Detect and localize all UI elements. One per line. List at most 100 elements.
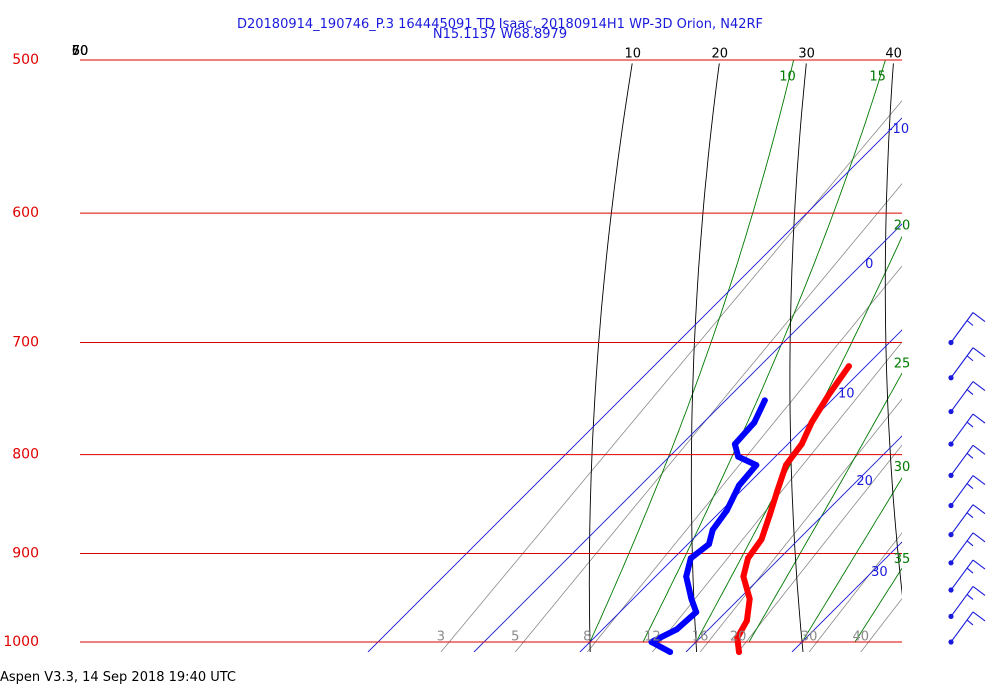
mixing-ratio-label-16: 16 xyxy=(692,630,709,645)
temperature-point-11 xyxy=(743,617,750,624)
mixing-ratio-label-30: 30 xyxy=(801,630,818,645)
dewpoint-point-2 xyxy=(731,441,738,448)
wind-barb-half-flag xyxy=(966,355,974,362)
dewpoint-point-5 xyxy=(736,482,742,489)
temperature-point-6 xyxy=(766,512,773,519)
mixing-ratio-label-5: 5 xyxy=(511,630,519,645)
temperature-profile xyxy=(734,363,852,655)
mixing-ratio-line-30 xyxy=(808,532,902,652)
wind-barb-staff xyxy=(950,532,974,564)
isotherm-0 xyxy=(473,223,902,652)
dewpoint-profile xyxy=(648,397,768,655)
wind-barb-staff xyxy=(950,312,974,343)
mixing-ratio-line-8 xyxy=(586,265,902,652)
wind-barb-dot xyxy=(948,472,954,478)
footer-version: Aspen V3.3, 14 Sep 2018 19:40 UTC xyxy=(0,670,237,685)
dewpoint-point-12 xyxy=(693,609,700,616)
moist-adiabat-10 xyxy=(589,60,795,643)
wind-barb-dot xyxy=(948,532,954,538)
wind-barb-730 xyxy=(948,347,986,381)
temperature-point-1 xyxy=(825,391,832,398)
wind-barb-flag xyxy=(972,381,986,392)
pressure-label-800: 800 xyxy=(12,447,39,463)
wind-barb-half-flag xyxy=(966,483,974,489)
temperature-point-10 xyxy=(746,595,753,602)
wind-barb-flag xyxy=(972,532,986,543)
wind-barb-970 xyxy=(948,585,986,620)
temperature-point-5 xyxy=(774,487,781,494)
isobars xyxy=(80,59,902,643)
chart-title: D20180914_190746_P.3 164445091 TD Isaac,… xyxy=(236,17,764,32)
wind-barb-flag xyxy=(972,312,986,322)
wind-barb-880 xyxy=(948,504,986,538)
isotherm-label--10: -10 xyxy=(888,122,909,137)
dry-adiabat-label-70: 70 xyxy=(72,44,89,59)
moist-adiabat-label-15: 15 xyxy=(869,69,886,84)
pressure-label-500: 500 xyxy=(12,52,39,68)
dewpoint-point-8 xyxy=(706,541,712,548)
pressure-label-900: 900 xyxy=(12,546,39,562)
mixing-ratio-line-16 xyxy=(699,398,902,652)
moist-adiabat-25 xyxy=(748,372,902,643)
wind-barb-flag xyxy=(972,347,986,358)
dry-adiabat-40 xyxy=(884,63,902,596)
wind-barb-dot xyxy=(948,639,954,645)
wind-barb-1000 xyxy=(948,611,986,645)
mixing-ratio-line-3 xyxy=(440,100,902,652)
wind-barb-staff xyxy=(950,445,974,476)
mixing-ratio-lines xyxy=(440,100,902,652)
dry-adiabat-label-50: 50 xyxy=(72,44,89,59)
wind-barb-760 xyxy=(948,381,986,415)
wind-barb-half-flag xyxy=(966,619,974,626)
pressure-label-600: 600 xyxy=(12,205,39,221)
wind-barb-flag xyxy=(972,413,986,424)
wind-barb-staff xyxy=(950,586,974,617)
wind-barb-dot xyxy=(948,441,954,447)
moist-adiabat-label-20: 20 xyxy=(894,218,911,233)
pressure-label-1000: 1000 xyxy=(3,634,39,650)
wind-barb-dot xyxy=(948,502,954,509)
wind-barb-staff xyxy=(950,381,974,412)
moist-adiabat-15 xyxy=(642,60,886,643)
wind-barb-790 xyxy=(948,413,986,447)
chart-subtitle-location: N15.1137 W68.8979 xyxy=(432,27,568,42)
isotherm-label-30: 30 xyxy=(871,565,888,580)
isotherm-label-10: 10 xyxy=(838,386,855,401)
wind-barb-flag xyxy=(972,444,986,455)
wind-barb-staff xyxy=(950,347,974,379)
wind-barb-flag xyxy=(972,611,986,622)
temperature-point-4 xyxy=(783,462,789,469)
wind-barb-dot xyxy=(948,339,954,346)
temperature-point-0 xyxy=(845,363,852,370)
wind-barb-half-flag xyxy=(966,567,974,574)
temperature-point-3 xyxy=(798,441,805,448)
wind-barb-flag xyxy=(972,504,986,515)
dewpoint-point-3 xyxy=(735,453,742,460)
mixing-ratio-label-40: 40 xyxy=(853,630,870,645)
dewpoint-point-15 xyxy=(667,649,674,655)
mixing-ratio-label-3: 3 xyxy=(437,630,445,645)
dewpoint-point-10 xyxy=(683,573,690,580)
moist-adiabat-30 xyxy=(801,477,902,643)
dewpoint-point-0 xyxy=(761,397,768,404)
isotherm-label-20: 20 xyxy=(856,474,873,489)
dry-adiabats xyxy=(588,63,902,652)
moist-adiabat-label-30: 30 xyxy=(894,460,911,475)
wind-barb-flag xyxy=(972,585,986,596)
wind-barb-half-flag xyxy=(966,593,974,600)
mixing-ratio-line-20 xyxy=(737,444,902,652)
dewpoint-point-14 xyxy=(648,639,655,645)
dewpoint-point-7 xyxy=(709,526,716,533)
wind-barb-staff xyxy=(950,475,974,506)
wind-barb-half-flag xyxy=(966,320,974,326)
temperature-point-2 xyxy=(808,419,815,426)
wind-barb-half-flag xyxy=(966,452,974,459)
wind-barb-820 xyxy=(948,444,986,478)
wind-barb-flag xyxy=(972,475,986,485)
wind-barb-staff xyxy=(950,504,974,535)
pressure-label-700: 700 xyxy=(12,335,39,351)
mixing-ratio-line-40 xyxy=(860,597,902,652)
wind-barb-dot xyxy=(948,408,954,415)
dry-adiabat-label-40: 40 xyxy=(885,47,902,62)
